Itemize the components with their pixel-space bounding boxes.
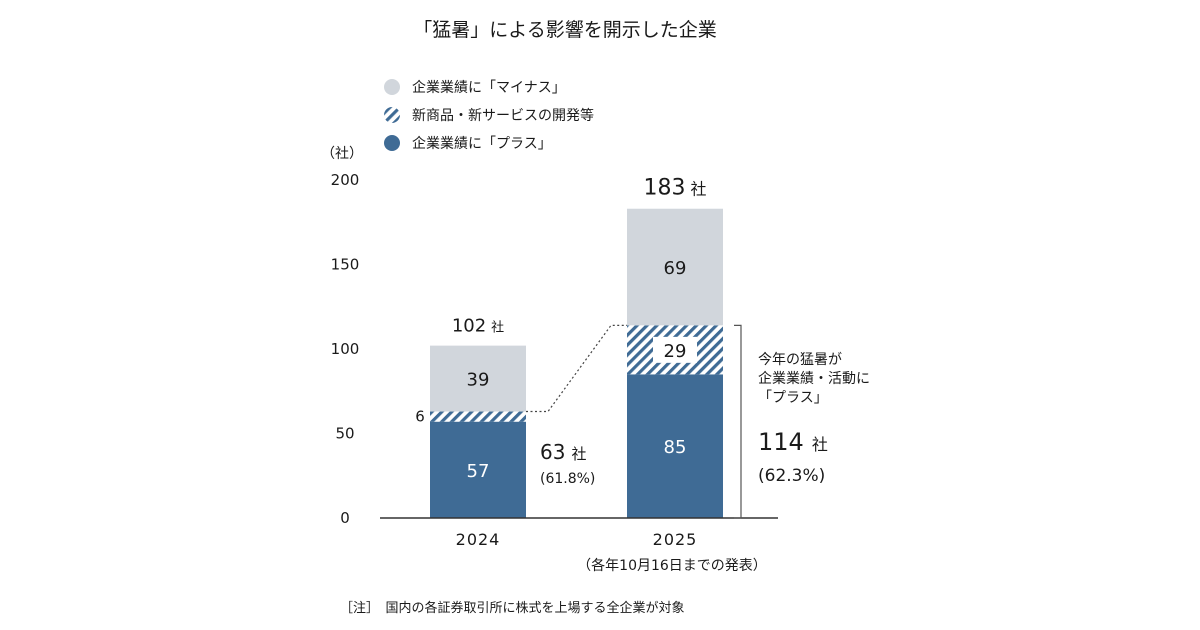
legend-label-plus: 企業業績に「プラス」 <box>412 135 552 152</box>
bar-segment-plus <box>627 374 723 518</box>
positive-total-label: 63 社 <box>540 440 586 464</box>
footnote: ［注］ 国内の各証券取引所に株式を上場する全企業が対象 <box>340 600 685 616</box>
bar-total-label: 102 社 <box>452 316 504 337</box>
positive-total-unit: 社 <box>571 445 586 463</box>
positive-total-label: 114 社 <box>758 428 828 456</box>
y-tick-label: 0 <box>340 509 350 527</box>
bracket <box>734 324 742 519</box>
data-label-new: 6 <box>415 408 425 426</box>
connector-line <box>526 324 627 413</box>
y-tick-label: 200 <box>331 171 360 189</box>
bracket-note-line: 「プラス」 <box>758 390 828 406</box>
bar-total-value: 183 <box>643 176 685 201</box>
legend-label-minus: 企業業績に「マイナス」 <box>412 79 566 96</box>
bar-total-unit: 社 <box>690 180 706 199</box>
bar-segment-new <box>430 411 526 422</box>
bar-segment-minus <box>430 345 526 412</box>
bracket-note-line: 今年の猛暑が <box>758 352 842 368</box>
positive-total-unit: 社 <box>812 435 828 454</box>
data-label-plus: 85 <box>664 437 687 458</box>
data-label-new: 29 <box>664 341 687 362</box>
legend-label-new: 新商品・新サービスの開発等 <box>412 107 594 124</box>
bar-total-value: 102 <box>452 316 486 337</box>
bars: 57 6 39 85 29 69 <box>415 208 723 518</box>
y-tick-label: 150 <box>331 256 360 274</box>
x-axis-note: （各年10月16日までの発表） <box>577 558 767 574</box>
legend-marker-plus <box>384 135 400 151</box>
positive-total-pct: (62.3%) <box>758 466 825 486</box>
y-tick-label: 100 <box>331 340 360 358</box>
y-tick-label: 50 <box>335 425 354 443</box>
legend-marker-minus <box>384 79 400 95</box>
chart-title: 「猛暑」による影響を開示した企業 <box>413 19 716 41</box>
y-axis-unit-label: （社） <box>321 146 363 162</box>
x-axis: 2024 2025 <box>456 530 698 549</box>
bar-total-label: 183 社 <box>643 176 706 201</box>
data-label-minus: 39 <box>467 370 490 391</box>
bracket-note-line: 企業業績・活動に <box>758 370 870 387</box>
data-label-minus: 69 <box>664 258 687 279</box>
bar-segment-minus <box>627 208 723 326</box>
x-tick-label: 2025 <box>653 530 698 549</box>
x-tick-label: 2024 <box>456 530 501 549</box>
positive-total-value: 63 <box>540 440 565 464</box>
y-axis: 0 50 100 150 200 <box>331 171 360 527</box>
data-label-box <box>653 336 697 363</box>
legend-marker-new <box>384 107 400 123</box>
positive-total-value: 114 <box>758 428 804 456</box>
bar-total-unit: 社 <box>491 320 504 336</box>
data-label-plus: 57 <box>467 461 490 482</box>
positive-total-pct: (61.8%) <box>540 471 595 487</box>
bar-segment-plus <box>430 421 526 518</box>
